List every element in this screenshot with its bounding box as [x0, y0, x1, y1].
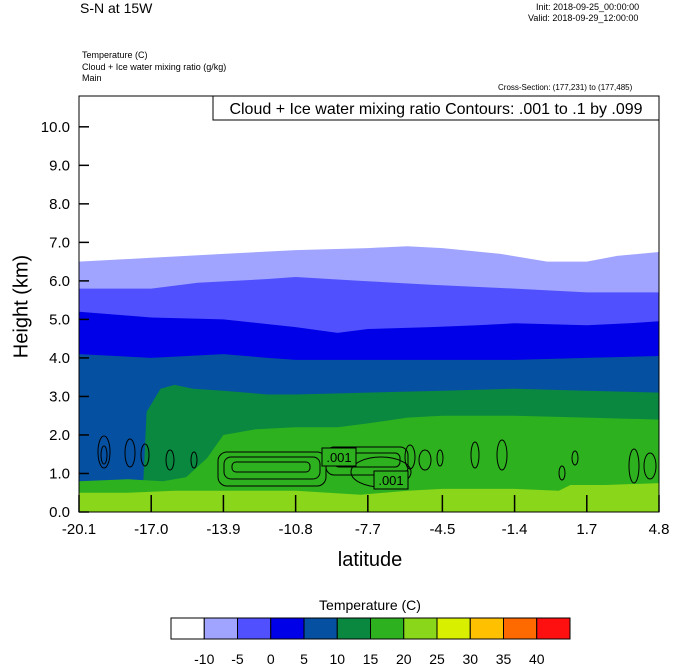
colorbar-label: 30 [462, 651, 478, 667]
colorbar: -10 -5 0 5 10 15 20 25 30 35 40 [170, 617, 571, 667]
contour-line [404, 444, 416, 470]
y-tick-label: 7.0 [49, 234, 70, 251]
colorbar-swatch [503, 617, 538, 640]
field-label-temperature: Temperature (C) [82, 50, 148, 60]
contour-line [231, 461, 311, 473]
colorbar-label: -5 [231, 651, 244, 667]
temperature-band [79, 415, 659, 512]
x-tick-label: -4.5 [429, 521, 455, 538]
contour-line [628, 448, 640, 484]
contour-line [643, 452, 657, 480]
init-time: Init: 2018-09-25_00:00:00 [536, 2, 640, 12]
contour-line [124, 438, 136, 468]
x-tick-label: -10.8 [279, 521, 313, 538]
colorbar-swatch [469, 617, 504, 640]
colorbar-label: 40 [529, 651, 545, 667]
colorbar-label: 15 [363, 651, 379, 667]
colorbar-swatch [403, 617, 438, 640]
colorbar-label: 20 [396, 651, 412, 667]
colorbar-swatch [203, 617, 238, 640]
x-tick-label: -1.4 [502, 521, 528, 538]
x-axis: -20.1 -17.0 -13.9 -10.8 -7.7 -4.5 -1.4 1.7 4.8 [62, 495, 670, 538]
plot-title: S-N at 15W [80, 0, 153, 16]
contour-line [496, 439, 508, 471]
field-label-cloud-ice: Cloud + Ice water mixing ratio (g/kg) [82, 62, 227, 72]
y-tick-label: 8.0 [49, 196, 70, 213]
colorbar-swatch [536, 617, 571, 640]
colorbar-swatch [303, 617, 338, 640]
chart-title-box: Cloud + Ice water mixing ratio Contours:… [212, 95, 660, 121]
colorbar-swatch [270, 617, 305, 640]
contour-label-text: .001 [326, 450, 351, 465]
colorbar-swatch [336, 617, 371, 640]
y-tick-label: 2.0 [49, 427, 70, 444]
contour-label-2: .001 [373, 470, 409, 490]
contour-line [436, 449, 444, 467]
chart-title: Cloud + Ice water mixing ratio Contours:… [229, 101, 642, 118]
y-tick-label: 5.0 [49, 311, 70, 328]
colorbar-label: 35 [496, 651, 512, 667]
colorbar-swatch [436, 617, 471, 640]
y-tick-label: 6.0 [49, 273, 70, 290]
x-tick-label: 1.7 [576, 521, 597, 538]
colorbar-label: 10 [329, 651, 345, 667]
y-tick-label: 1.0 [49, 465, 70, 482]
y-tick-label: 0.0 [49, 504, 70, 521]
colorbar-label: 0 [267, 651, 275, 667]
colorbar-label: 5 [300, 651, 308, 667]
colorbar-swatch [370, 617, 405, 640]
contour-line [140, 443, 150, 467]
contour-label-1: .001 [321, 447, 357, 467]
cross-section-label: Cross-Section: (177,231) to (177,485) [498, 83, 633, 92]
contour-line [100, 445, 108, 465]
contour-line [418, 449, 432, 471]
colorbar-label: 25 [429, 651, 445, 667]
valid-time: Valid: 2018-09-29_12:00:00 [528, 13, 639, 23]
contour-label-text: .001 [378, 473, 403, 488]
contour-line [97, 435, 111, 469]
colorbar-title: Temperature (C) [319, 597, 421, 613]
y-tick-label: 4.0 [49, 350, 70, 367]
temperature-bands [79, 96, 659, 512]
y-tick-label: 10.0 [41, 119, 70, 136]
colorbar-label: -10 [194, 651, 214, 667]
x-axis-label: latitude [337, 549, 403, 571]
x-tick-label: -7.7 [355, 521, 381, 538]
colorbar-swatch [237, 617, 272, 640]
x-tick-label: -13.9 [206, 521, 240, 538]
contour-line [470, 441, 480, 469]
contour-line [571, 450, 579, 466]
x-tick-label: -17.0 [134, 521, 168, 538]
x-tick-label: -20.1 [62, 521, 96, 538]
y-axis: 0.0 1.0 2.0 3.0 4.0 5.0 6.0 7.0 8.0 9.0 10.0 [41, 119, 89, 521]
contour-line [558, 465, 566, 481]
contour-line [165, 449, 175, 471]
contour-line [190, 451, 198, 469]
colorbar-swatch [170, 617, 205, 640]
x-tick-label: 4.8 [649, 521, 670, 538]
field-label-main: Main [82, 73, 102, 83]
contour-line [223, 456, 321, 480]
y-tick-label: 3.0 [49, 388, 70, 405]
y-tick-label: 9.0 [49, 157, 70, 174]
